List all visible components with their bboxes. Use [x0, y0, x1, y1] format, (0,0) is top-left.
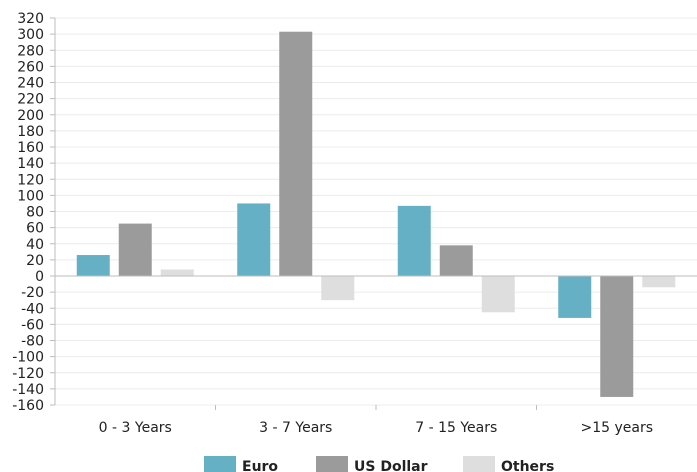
- y-tick-label: -160: [12, 398, 44, 414]
- y-tick-label: -80: [21, 334, 44, 350]
- legend-swatch: [316, 456, 348, 472]
- y-tick-label: 100: [17, 188, 44, 204]
- bar: [279, 31, 313, 276]
- y-tick-label: -120: [12, 366, 44, 382]
- y-tick-label: 120: [17, 172, 44, 188]
- y-tick-label: -20: [21, 285, 44, 301]
- y-tick-label: -40: [21, 301, 44, 317]
- x-axis-category-labels: 0 - 3 Years 3 - 7 Years 7 - 15 Years >15 ye…: [99, 420, 653, 436]
- legend-label: US Dollar: [354, 459, 428, 472]
- legend-label: Euro: [242, 459, 278, 472]
- bar: [439, 245, 473, 276]
- y-tick-label: 80: [26, 205, 44, 221]
- legend-swatch: [204, 456, 236, 472]
- y-tick-label: 40: [26, 237, 44, 253]
- legend-swatch: [463, 456, 495, 472]
- bar: [642, 276, 676, 288]
- y-tick-label: 200: [17, 108, 44, 124]
- bar: [321, 276, 355, 301]
- legend: Euro US Dollar Others: [204, 456, 554, 472]
- x-category-label: 7 - 15 Years: [415, 420, 497, 436]
- axes: [50, 17, 697, 410]
- bar: [397, 205, 431, 276]
- y-tick-label: -60: [21, 317, 44, 333]
- bar: [558, 276, 592, 318]
- gridlines: [55, 17, 697, 406]
- bar: [160, 269, 194, 276]
- x-category-label: 0 - 3 Years: [99, 420, 172, 436]
- y-tick-label: 320: [17, 11, 44, 27]
- bar: [76, 255, 110, 276]
- y-tick-label: 300: [17, 27, 44, 43]
- y-axis-tick-labels: 3203002802602402202001801601401201008060…: [12, 11, 44, 414]
- y-tick-label: 280: [17, 43, 44, 59]
- y-tick-label: 180: [17, 124, 44, 140]
- y-tick-label: -100: [12, 350, 44, 366]
- y-tick-label: 0: [35, 269, 44, 285]
- y-tick-label: 160: [17, 140, 44, 156]
- y-tick-label: 60: [26, 221, 44, 237]
- bar: [481, 276, 515, 313]
- bar: [600, 276, 634, 397]
- bar: [237, 203, 271, 276]
- bar: [118, 223, 152, 276]
- x-category-label: 3 - 7 Years: [259, 420, 332, 436]
- y-tick-label: 20: [26, 253, 44, 269]
- y-tick-label: 260: [17, 59, 44, 75]
- y-tick-label: -140: [12, 382, 44, 398]
- bars: [76, 31, 676, 397]
- y-tick-label: 240: [17, 76, 44, 92]
- x-category-label: >15 years: [580, 420, 653, 436]
- y-tick-label: 220: [17, 92, 44, 108]
- y-tick-label: 140: [17, 156, 44, 172]
- legend-label: Others: [501, 459, 554, 472]
